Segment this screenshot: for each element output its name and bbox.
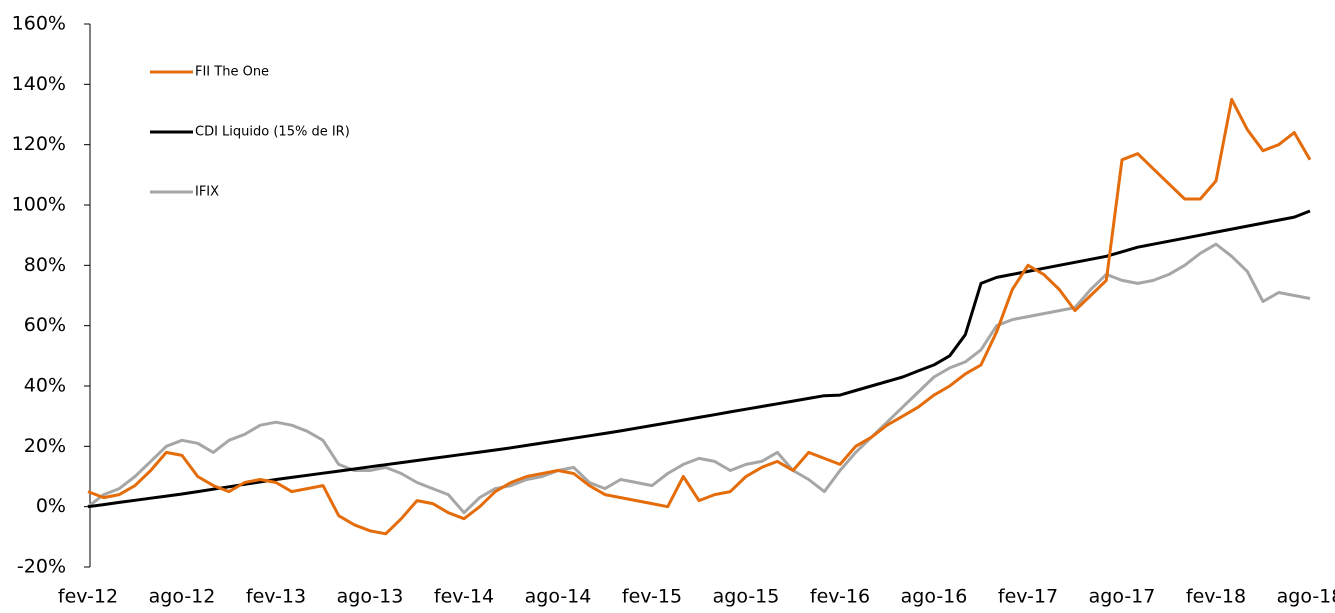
y-tick-label: 120% [12,133,66,155]
x-tick-label: fev-13 [246,586,306,608]
x-tick-label: ago-12 [149,586,216,608]
x-tick-label: fev-16 [810,586,870,608]
x-tick-label: fev-14 [434,586,494,608]
x-tick-label: ago-15 [713,586,780,608]
x-tick-label: ago-13 [337,586,404,608]
y-tick-label: 100% [12,194,66,216]
x-tick-label: ago-18 [1277,586,1335,608]
series-line [87,97,1312,536]
legend-label: IFIX [195,185,219,200]
y-tick-label: 40% [24,375,66,397]
legend-label: FII The One [195,65,269,80]
x-tick-label: ago-16 [901,586,968,608]
series-line [87,242,1311,515]
y-tick-label: 60% [24,314,66,336]
legend-label: CDI Liquido (15% de IR) [195,125,350,140]
series-line [87,209,1311,509]
y-tick-label: -20% [17,556,66,578]
y-tick-label: 20% [24,435,66,457]
y-tick-label: 0% [36,495,66,517]
y-tick-label: 160% [12,13,66,35]
x-tick-label: fev-17 [998,586,1058,608]
x-tick-label: ago-17 [1089,586,1156,608]
y-tick-label: 80% [24,254,66,276]
x-tick-label: fev-18 [1186,586,1246,608]
y-tick-label: 140% [12,73,66,95]
x-tick-label: fev-15 [622,586,682,608]
x-tick-label: fev-12 [58,586,118,608]
x-tick-label: ago-14 [525,586,592,608]
